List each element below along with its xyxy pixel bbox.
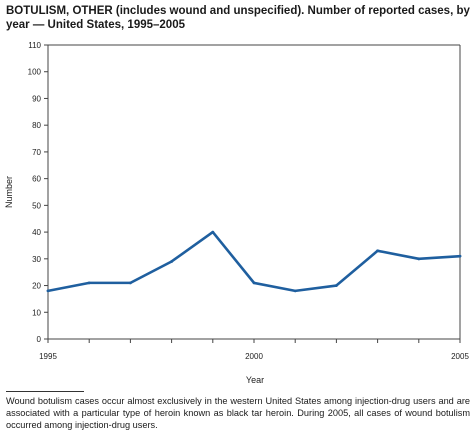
line-chart: 0 10 20 30 40 50 60 70 80 90 100 110 1995 2000 2005 Num… bbox=[4, 41, 469, 385]
data-point bbox=[417, 257, 421, 261]
data-point bbox=[252, 281, 256, 285]
y-tick-label: 10 bbox=[32, 308, 41, 317]
y-tick-label: 90 bbox=[32, 94, 41, 103]
y-tick-label: 100 bbox=[28, 68, 42, 77]
y-tick-label: 110 bbox=[28, 41, 41, 50]
chart-axes: 0 10 20 30 40 50 60 70 80 90 100 110 1995 2000 2005 Num… bbox=[4, 41, 469, 385]
chart-marks bbox=[46, 230, 462, 293]
data-point bbox=[87, 281, 91, 285]
data-point bbox=[335, 284, 338, 287]
data-point bbox=[170, 260, 174, 263]
x-tick-label: 2005 bbox=[451, 352, 469, 361]
y-tick-label: 0 bbox=[37, 335, 42, 344]
y-tick-label: 70 bbox=[32, 148, 41, 157]
data-point bbox=[293, 289, 297, 293]
data-point bbox=[376, 249, 379, 253]
x-tick-label: 2000 bbox=[245, 352, 263, 361]
footnote: Wound botulism cases occur almost exclus… bbox=[6, 396, 470, 430]
y-tick-label: 60 bbox=[32, 175, 41, 184]
x-axis-label: Year bbox=[246, 375, 264, 385]
data-point bbox=[46, 289, 50, 293]
data-point bbox=[458, 254, 462, 258]
data-point bbox=[129, 281, 132, 285]
data-point bbox=[211, 230, 215, 234]
footnote-divider bbox=[6, 391, 84, 392]
y-axis-label: Number bbox=[4, 176, 14, 208]
y-tick-label: 30 bbox=[32, 255, 41, 264]
x-tick-label: 1995 bbox=[39, 352, 57, 361]
chart-title: BOTULISM, OTHER (includes wound and unsp… bbox=[6, 5, 470, 31]
y-tick-label: 20 bbox=[32, 282, 41, 291]
y-tick-label: 50 bbox=[32, 201, 41, 210]
y-tick-label: 40 bbox=[32, 228, 41, 237]
y-tick-label: 80 bbox=[32, 121, 41, 130]
